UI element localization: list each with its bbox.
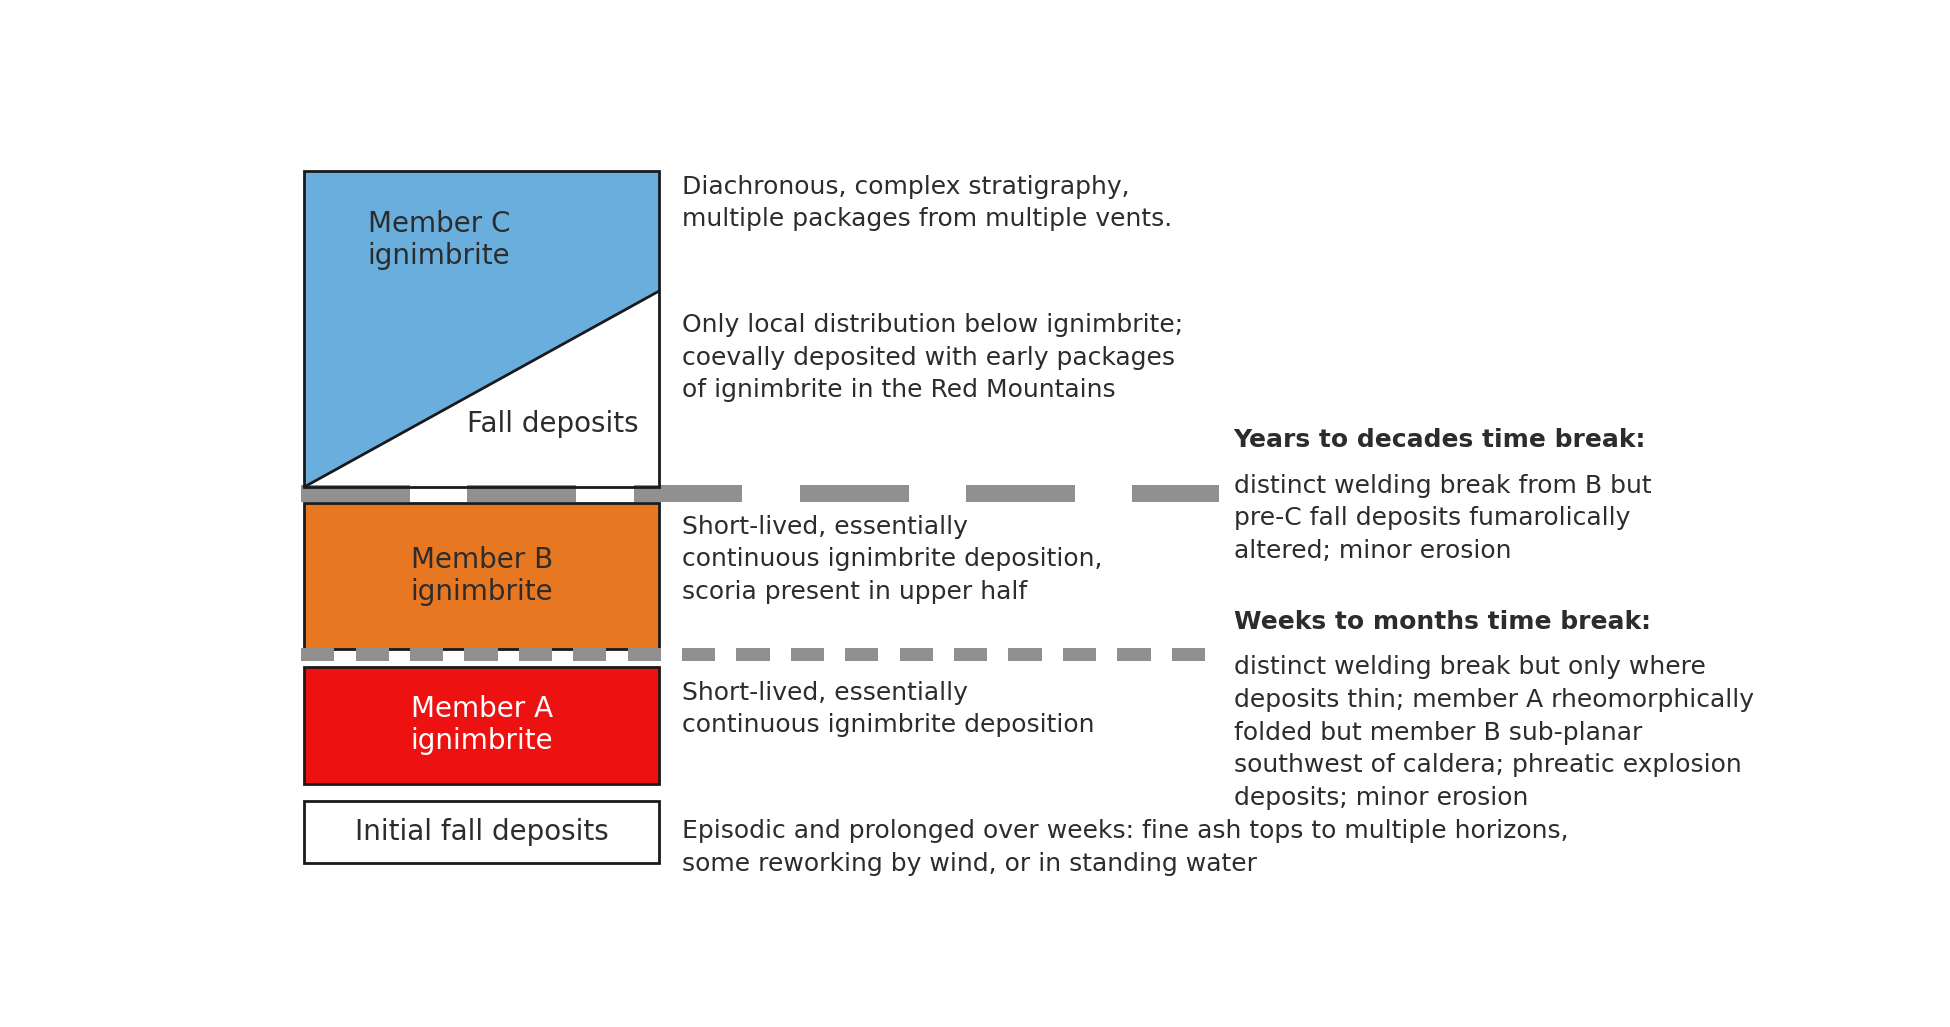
Bar <box>737 648 770 661</box>
Bar <box>464 648 497 661</box>
Text: Weeks to months time break:: Weeks to months time break: <box>1234 610 1650 634</box>
Bar <box>519 648 552 661</box>
Bar <box>355 648 388 661</box>
Bar <box>634 485 743 502</box>
Polygon shape <box>304 170 659 487</box>
Text: distinct welding break from B but
pre-C fall deposits fumarolically
altered; min: distinct welding break from B but pre-C … <box>1234 473 1652 563</box>
Text: Short-lived, essentially
continuous ignimbrite deposition,
scoria present in upp: Short-lived, essentially continuous igni… <box>682 515 1102 604</box>
Bar <box>573 648 606 661</box>
Bar <box>1063 648 1096 661</box>
Bar <box>1133 485 1219 502</box>
Bar <box>682 648 716 661</box>
Text: Member A
ignimbrite: Member A ignimbrite <box>410 695 554 755</box>
Bar <box>899 648 932 661</box>
Bar <box>1117 648 1150 661</box>
Bar <box>304 667 659 784</box>
Text: Initial fall deposits: Initial fall deposits <box>355 817 608 846</box>
Bar <box>1172 648 1205 661</box>
Text: Only local distribution below ignimbrite;
coevally deposited with early packages: Only local distribution below ignimbrite… <box>682 313 1184 403</box>
Bar <box>304 503 659 649</box>
Text: Diachronous, complex stratigraphy,
multiple packages from multiple vents.: Diachronous, complex stratigraphy, multi… <box>682 175 1172 231</box>
Bar <box>628 648 661 661</box>
Text: Short-lived, essentially
continuous ignimbrite deposition: Short-lived, essentially continuous igni… <box>682 681 1094 737</box>
Bar <box>954 648 987 661</box>
Text: Fall deposits: Fall deposits <box>466 410 638 438</box>
Bar <box>304 170 659 487</box>
Bar <box>468 485 575 502</box>
Bar <box>1008 648 1041 661</box>
Text: Member B
ignimbrite: Member B ignimbrite <box>410 545 554 606</box>
Text: distinct welding break but only where
deposits thin; member A rheomorphically
fo: distinct welding break but only where de… <box>1234 655 1753 809</box>
Bar <box>300 485 410 502</box>
Bar <box>300 648 335 661</box>
Text: Years to decades time break:: Years to decades time break: <box>1234 427 1646 452</box>
Bar <box>304 801 659 863</box>
Bar <box>844 648 878 661</box>
Bar <box>792 648 825 661</box>
Bar <box>410 648 443 661</box>
Polygon shape <box>304 291 659 487</box>
Bar <box>965 485 1074 502</box>
Text: Episodic and prolonged over weeks: fine ash tops to multiple horizons,
some rewo: Episodic and prolonged over weeks: fine … <box>682 820 1568 876</box>
Bar <box>800 485 909 502</box>
Text: Member C
ignimbrite: Member C ignimbrite <box>369 211 511 270</box>
